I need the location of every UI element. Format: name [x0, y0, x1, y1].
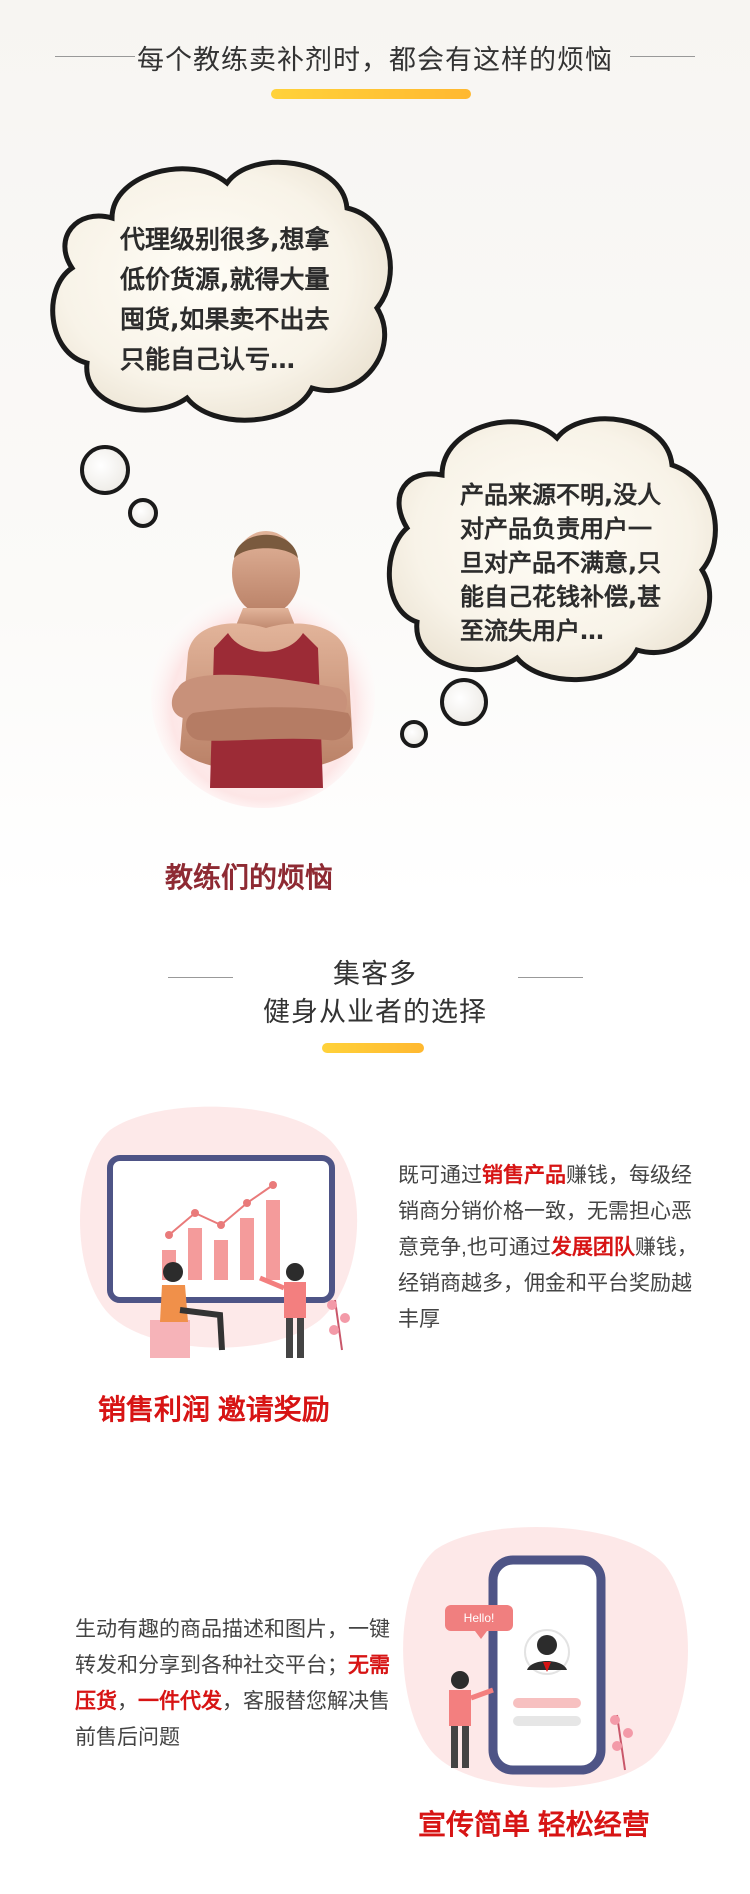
header-accent-bar	[271, 89, 471, 99]
cloud1-line: 只能自己认亏…	[120, 345, 296, 374]
thought-cloud-1: 代理级别很多,想拿 低价货源,就得大量 囤货,如果卖不出去 只能自己认亏…	[42, 148, 402, 433]
header-line-left	[55, 56, 135, 57]
thought-bubble-icon	[400, 720, 428, 748]
text-segment: 赚钱，经销商越多，佣金和平台奖励越丰厚	[398, 1236, 698, 1331]
section2-title-line1: 集客多	[333, 959, 417, 989]
header: 每个教练卖补剂时，都会有这样的烦恼	[0, 38, 750, 77]
highlight-build-team: 发展团队	[550, 1236, 635, 1259]
cloud2-line: 能自己花钱补偿,甚	[460, 583, 662, 611]
text-segment: 既可通过	[398, 1164, 482, 1187]
section2-heading: 集客多 健身从业者的选择	[0, 955, 750, 1031]
cloud-shape-icon	[50, 159, 393, 423]
cloud2-line: 产品来源不明,没人	[460, 481, 662, 509]
sales-caption: 销售利润 邀请奖励	[98, 1394, 330, 1425]
section2-accent-bar	[322, 1043, 424, 1053]
text-segment: ，客服替您解决售前售后问题	[75, 1690, 390, 1749]
cloud2-line: 旦对产品不满意,只	[460, 549, 662, 577]
header-title: 每个教练卖补剂时，都会有这样的烦恼	[137, 45, 613, 75]
hello-speech-bubble: Hello!	[463, 1611, 495, 1625]
cloud2-line: 对产品负责用户一	[460, 515, 652, 543]
section2-line-right	[518, 977, 583, 978]
sales-description: 既可通过销售产品赚钱，每级经销商分销价格一致，无需担心恶意竞争,也可通过发展团队…	[398, 1158, 700, 1338]
coach-figure-icon	[151, 531, 375, 808]
thought-bubble-icon	[128, 498, 158, 528]
phone-illustration-icon	[403, 1527, 688, 1788]
header-line-right	[630, 56, 695, 57]
cloud2-line: 至流失用户…	[460, 617, 604, 645]
highlight-dropship: 一件代发	[138, 1690, 222, 1713]
highlight-sell-products: 销售产品	[482, 1164, 566, 1187]
cloud2-text: 产品来源不明,没人 对产品负责用户一 旦对产品不满意,只 能自己花钱补偿,甚 至…	[460, 478, 661, 648]
text-segment: 赚钱，每级经销商分销价格一致，无需担心恶意竞争,也可通过	[398, 1164, 692, 1259]
sales-chart-illustration-icon	[80, 1106, 358, 1358]
cloud1-line: 囤货,如果卖不出去	[120, 305, 330, 334]
cloud-shape-icon	[386, 416, 718, 683]
coach-avatar	[148, 518, 378, 808]
section2-title-line2: 健身从业者的选择	[263, 997, 487, 1027]
thought-bubble-icon	[440, 678, 488, 726]
cloud1-line: 低价货源,就得大量	[120, 265, 330, 294]
text-segment: ，	[117, 1690, 138, 1713]
section2-line-left	[168, 977, 233, 978]
promo-illustration: Hello!	[395, 1520, 695, 1810]
cloud1-text: 代理级别很多,想拿 低价货源,就得大量 囤货,如果卖不出去 只能自己认亏…	[120, 220, 330, 380]
coach-troubles-caption: 教练们的烦恼	[165, 862, 334, 893]
promo-caption: 宣传简单 轻松经营	[418, 1809, 650, 1840]
cloud1-line: 代理级别很多,想拿	[120, 225, 330, 254]
highlight-no-stock: 无需压货	[75, 1654, 390, 1713]
thought-bubble-icon	[80, 445, 130, 495]
promo-description: 生动有趣的商品描述和图片，一键转发和分享到各种社交平台；无需压货，一件代发，客服…	[75, 1612, 400, 1756]
thought-cloud-2: 产品来源不明,没人 对产品负责用户一 旦对产品不满意,只 能自己花钱补偿,甚 至…	[382, 400, 727, 690]
text-segment: 生动有趣的商品描述和图片，一键转发和分享到各种社交平台；	[75, 1618, 390, 1677]
sales-illustration	[70, 1100, 370, 1370]
